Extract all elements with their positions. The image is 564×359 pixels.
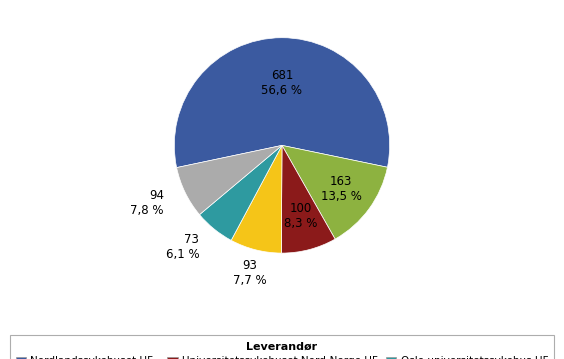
Text: 681
56,6 %: 681 56,6 %	[261, 69, 302, 97]
Legend: Nordlandssykehuset HF, Helse Nord Trøndelag HF, Universitetssykehuset Nord-Norge: Nordlandssykehuset HF, Helse Nord Trønde…	[10, 335, 554, 359]
Wedge shape	[177, 145, 282, 215]
Wedge shape	[282, 145, 387, 239]
Wedge shape	[281, 145, 335, 253]
Wedge shape	[231, 145, 282, 253]
Text: 94
7,8 %: 94 7,8 %	[130, 189, 164, 217]
Wedge shape	[200, 145, 282, 240]
Text: 163
13,5 %: 163 13,5 %	[321, 174, 362, 202]
Text: 73
6,1 %: 73 6,1 %	[166, 233, 199, 261]
Text: 93
7,7 %: 93 7,7 %	[233, 259, 266, 287]
Text: 100
8,3 %: 100 8,3 %	[284, 202, 317, 230]
Wedge shape	[174, 38, 390, 168]
